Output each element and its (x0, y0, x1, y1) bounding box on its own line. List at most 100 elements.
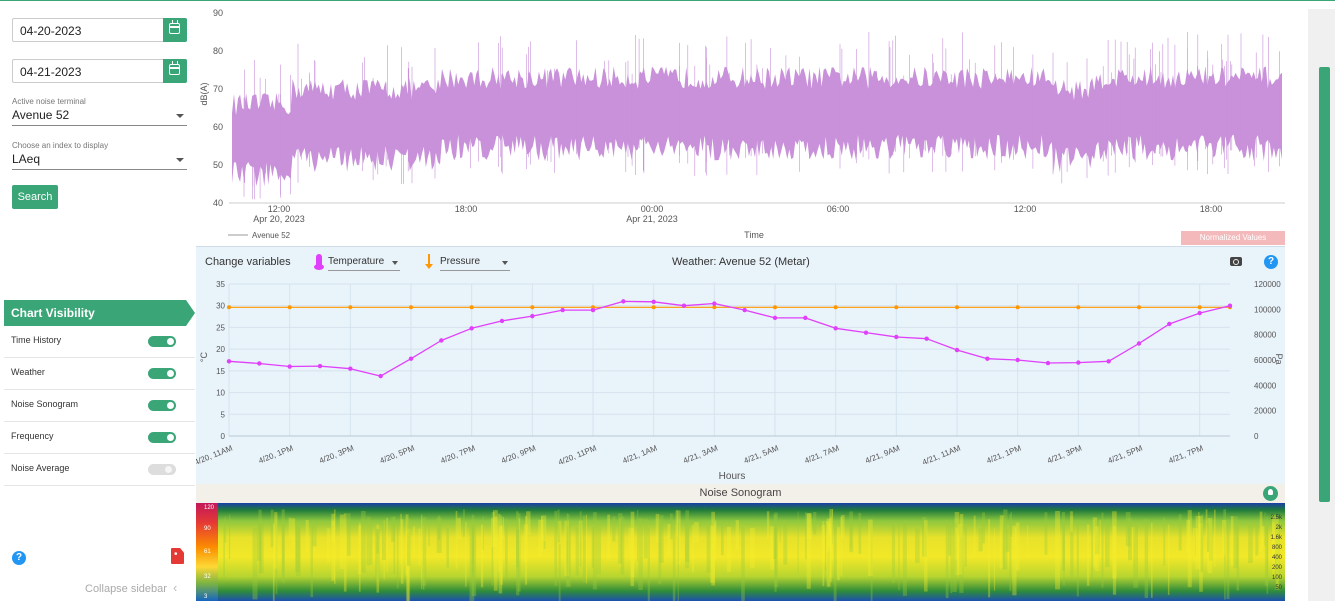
sonogram-texture (952, 522, 957, 592)
temperature-point[interactable] (226, 359, 232, 364)
sonogram-texture (290, 518, 296, 548)
temperature-point[interactable] (772, 315, 778, 321)
temperature-point[interactable] (560, 307, 565, 313)
camera-icon[interactable] (1230, 257, 1242, 266)
end-date-input[interactable]: 04-21-2023 (12, 59, 187, 83)
temperature-point[interactable] (924, 336, 929, 341)
visibility-toggle[interactable] (148, 368, 176, 379)
sonogram-texture (868, 519, 873, 576)
help-icon[interactable]: ? (12, 551, 26, 565)
sonogram-texture (618, 513, 623, 564)
temperature-select[interactable]: Temperature (328, 256, 400, 271)
sonogram-texture (840, 516, 843, 577)
pressure-point[interactable] (833, 305, 838, 310)
temperature-point[interactable] (530, 313, 535, 319)
pressure-point[interactable] (530, 305, 535, 310)
x-tick-label: 18:00 (455, 204, 478, 214)
temperature-point[interactable] (651, 299, 656, 305)
temperature-point[interactable] (439, 338, 444, 343)
x-tick-label: 4/21, 1AM (621, 443, 658, 465)
pressure-point[interactable] (894, 305, 899, 310)
visibility-toggle[interactable] (148, 432, 176, 443)
temperature-select-value: Temperature (328, 256, 385, 267)
temperature-point[interactable] (954, 347, 960, 353)
temperature-point[interactable] (348, 366, 353, 371)
temperature-point[interactable] (1045, 360, 1051, 366)
y-tick-label: 80 (213, 46, 223, 56)
scrollbar-thumb[interactable] (1319, 67, 1330, 502)
temperature-point[interactable] (469, 326, 474, 331)
temperature-point[interactable] (1227, 303, 1233, 308)
pressure-select[interactable]: Pressure (440, 256, 510, 271)
pressure-point[interactable] (773, 305, 777, 310)
sonogram-texture (334, 509, 336, 584)
x-tick-label: 4/20, 11AM (196, 443, 234, 467)
pressure-point[interactable] (1197, 305, 1202, 310)
pressure-point[interactable] (955, 305, 959, 310)
pressure-point[interactable] (469, 305, 474, 310)
start-date-input[interactable]: 04-20-2023 (12, 18, 187, 42)
temperature-point[interactable] (590, 307, 596, 313)
temperature-point[interactable] (408, 356, 414, 361)
pressure-point[interactable] (348, 305, 353, 310)
sonogram-texture (491, 512, 494, 586)
pressure-point[interactable] (1015, 305, 1020, 310)
sonogram-texture (973, 515, 976, 557)
lightbulb-icon[interactable] (1263, 486, 1278, 501)
pressure-point[interactable] (651, 305, 656, 310)
temperature-point[interactable] (863, 330, 869, 335)
temperature-point[interactable] (621, 299, 626, 304)
x-tick-label: 4/21, 7PM (1167, 443, 1204, 465)
temperature-point[interactable] (712, 301, 717, 306)
pressure-point[interactable] (287, 305, 292, 310)
legend-avenue-52[interactable]: Avenue 52 (252, 231, 291, 240)
temperature-point[interactable] (1106, 359, 1111, 364)
temperature-point[interactable] (894, 334, 899, 340)
pressure-point[interactable] (1137, 305, 1141, 310)
search-button[interactable]: Search (12, 185, 58, 209)
temperature-point[interactable] (1197, 310, 1202, 316)
y-tick-label: 70 (213, 84, 223, 94)
y-tick-label-right: 100000 (1254, 305, 1281, 314)
pdf-export-icon[interactable] (171, 548, 184, 564)
pressure-point[interactable] (712, 305, 717, 310)
x-tick-label: 4/21, 5PM (1107, 443, 1144, 465)
visibility-toggle[interactable] (148, 400, 176, 411)
end-date-picker-button[interactable] (163, 59, 187, 83)
temperature-point[interactable] (742, 307, 747, 313)
pressure-point[interactable] (409, 305, 413, 310)
temperature-point[interactable] (681, 303, 687, 308)
start-date-picker-button[interactable] (163, 18, 187, 42)
index-select[interactable]: LAeq (12, 152, 187, 170)
temperature-point[interactable] (985, 356, 990, 361)
temperature-point[interactable] (257, 361, 262, 366)
temperature-point[interactable] (287, 364, 292, 369)
temperature-point[interactable] (833, 326, 838, 331)
temperature-point[interactable] (378, 373, 383, 379)
sonogram-texture (541, 515, 547, 542)
weather-chart[interactable]: 35 30 25 20 15 10 5 0 120000 100000 80000 60000 4000… (196, 247, 1285, 485)
sonogram-texture (710, 525, 715, 583)
help-icon[interactable]: ? (1264, 255, 1278, 269)
visibility-toggle[interactable] (148, 464, 176, 475)
temperature-point[interactable] (499, 318, 505, 324)
visibility-toggle[interactable] (148, 336, 176, 347)
sonogram-chart[interactable]: 120 90 61 32 3 2.5k 2k 1.6k 800 400 200 100 50 (196, 503, 1285, 601)
temperature-point[interactable] (803, 315, 808, 321)
pressure-point[interactable] (227, 305, 231, 310)
chevron-left-icon: ‹ (172, 580, 178, 595)
pressure-point[interactable] (1076, 305, 1081, 310)
temperature-point[interactable] (1136, 341, 1142, 346)
temperature-point[interactable] (1167, 321, 1172, 327)
sonogram-texture (436, 517, 442, 553)
collapse-sidebar-button[interactable]: Collapse sidebar ‹ (85, 580, 177, 595)
normalized-values-button[interactable]: Normalized Values (1181, 231, 1285, 245)
temperature-point[interactable] (317, 363, 323, 369)
terminal-select[interactable]: Avenue 52 (12, 108, 187, 126)
temperature-point[interactable] (1015, 357, 1020, 363)
temperature-point[interactable] (1076, 360, 1081, 365)
x-tick-label: 12:00 (1014, 204, 1037, 214)
visibility-label: Frequency (11, 431, 54, 441)
sonogram-texture (224, 516, 227, 543)
